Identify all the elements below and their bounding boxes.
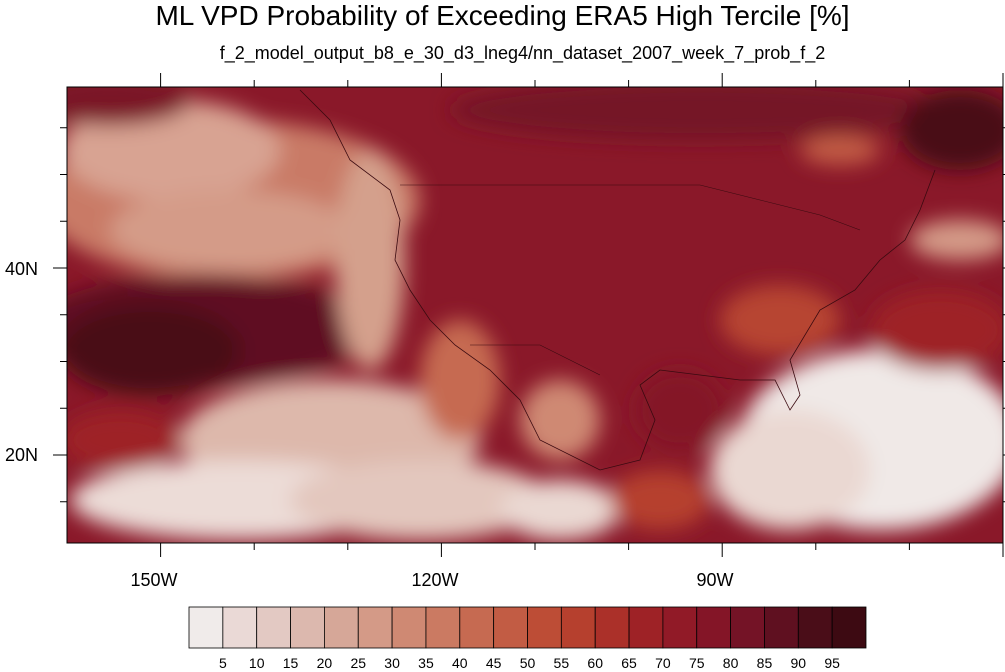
probability-field [67,87,1003,543]
colorbar-swatch [662,606,698,649]
colorbar-label: 20 [317,655,333,671]
colorbar-label: 15 [283,655,299,671]
colorbar-swatch [628,606,664,649]
colorbar-label: 10 [249,655,265,671]
colorbar-swatch [764,606,799,649]
us-border [400,184,861,376]
colorbar-label: 70 [655,655,671,671]
colorbar-label: 75 [689,655,705,671]
colorbar-label: 50 [520,655,536,671]
colorbar-label: 95 [824,655,840,671]
colorbar-label: 80 [723,655,739,671]
colorbar-swatch [560,606,596,649]
colorbar-label: 90 [791,655,807,671]
colorbar-label: 30 [384,655,400,671]
colorbar-label: 5 [219,655,227,671]
colorbar-label: 25 [350,655,366,671]
lon-label-120w: 120W [411,570,458,590]
colorbar-swatch [797,606,833,649]
coastline [299,89,936,471]
colorbar-label: 60 [587,655,603,671]
colorbar-swatch [290,606,325,649]
colorbar-swatch [391,606,427,649]
colorbar-swatch [357,606,393,649]
colorbar-swatch [594,606,630,649]
colorbar-label: 35 [418,655,434,671]
colorbar-swatch [527,606,562,649]
colorbar-swatch [323,606,359,649]
lon-label-90w: 90W [696,570,733,590]
colorbar-label: 45 [486,655,502,671]
colorbar-swatch [459,606,495,649]
colorbar-swatch [831,606,867,649]
colorbar-swatch [256,606,291,649]
colorbar: 5 10 15 20 25 30 35 40 45 50 55 60 65 70 75 80 85 90 95 [188,606,867,671]
lat-label-20n: 20N [5,445,38,465]
lat-label-40n: 40N [5,259,38,279]
colorbar-label: 85 [757,655,773,671]
map-title: ML VPD Probability of Exceeding ERA5 Hig… [155,0,850,31]
lon-label-150w: 150W [130,570,177,590]
colorbar-swatch [493,606,528,649]
colorbar-swatch [425,606,461,649]
colorbar-label: 40 [452,655,468,671]
colorbar-swatch [730,606,765,649]
colorbar-label: 55 [554,655,570,671]
colorbar-swatch [696,606,731,649]
axis-ticks [53,73,1005,557]
colorbar-label: 65 [621,655,637,671]
map-subtitle: f_2_model_output_b8_e_30_d3_lneg4/nn_dat… [219,43,826,63]
colorbar-swatch [188,606,224,649]
colorbar-swatch [222,606,258,649]
